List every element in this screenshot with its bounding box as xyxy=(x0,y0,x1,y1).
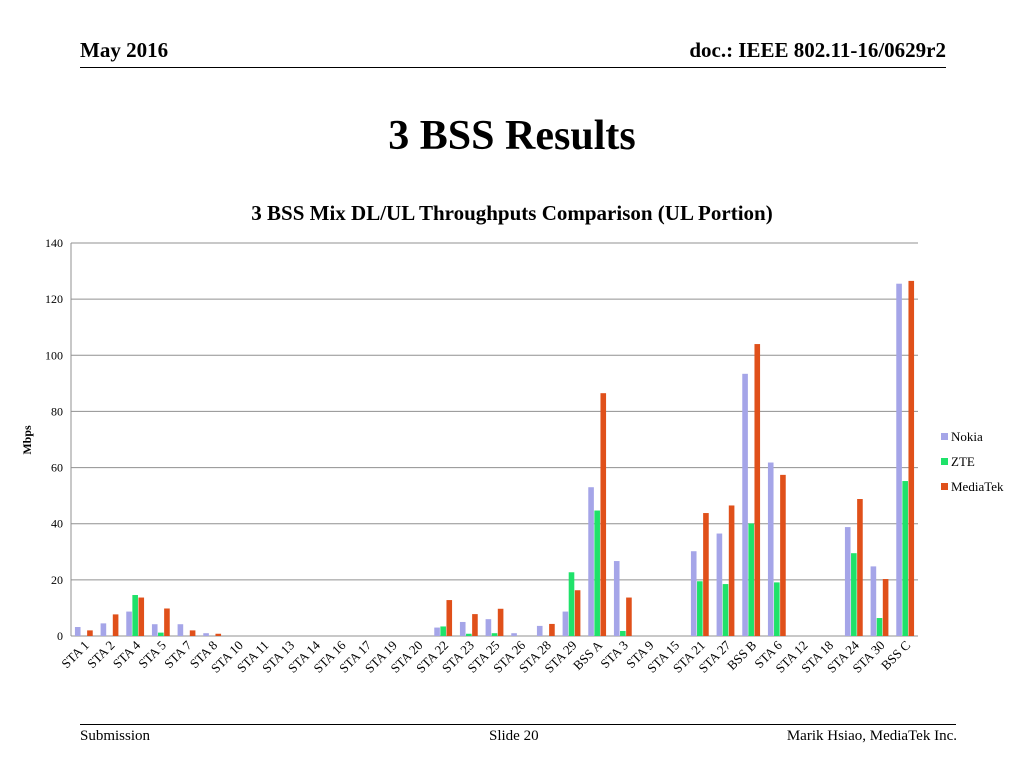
bar-nokia xyxy=(742,373,748,636)
bar-nokia xyxy=(203,633,209,636)
bar-nokia xyxy=(74,627,81,636)
footer-submission: Submission xyxy=(80,728,151,744)
bar-nokia xyxy=(562,611,569,636)
bar-mediatek xyxy=(857,499,863,636)
bar-mediatek xyxy=(728,505,735,636)
x-tick-label: STA 4 xyxy=(110,637,144,671)
bar-mediatek xyxy=(189,630,196,636)
bar-zte xyxy=(902,481,908,636)
bar-nokia xyxy=(844,527,851,636)
header-doc-id: doc.: IEEE 802.11-16/0629r2 xyxy=(689,38,946,62)
bar-mediatek xyxy=(497,608,504,636)
bar-nokia xyxy=(126,611,132,636)
bar-zte xyxy=(132,595,138,636)
bar-nokia xyxy=(177,624,184,636)
header-rule xyxy=(80,67,946,68)
bar-mediatek xyxy=(882,579,889,636)
bar-mediatek xyxy=(703,513,709,636)
bar-zte xyxy=(748,523,754,636)
y-tick-label: 120 xyxy=(45,292,63,306)
footer-rule xyxy=(80,724,956,725)
y-tick-label: 60 xyxy=(51,461,63,475)
bar-zte xyxy=(594,510,600,636)
bar-zte xyxy=(440,626,446,636)
bar-zte xyxy=(774,582,780,636)
bar-zte xyxy=(876,618,883,636)
bar-mediatek xyxy=(87,630,93,636)
bar-mediatek xyxy=(780,474,786,636)
x-tick-label: BSS A xyxy=(570,637,606,673)
legend-label: MediaTek xyxy=(951,479,1004,494)
y-tick-label: 0 xyxy=(57,629,63,643)
bar-mediatek xyxy=(908,280,915,636)
bar-nokia xyxy=(459,621,466,636)
x-tick-label: BSS C xyxy=(878,638,913,673)
y-tick-label: 40 xyxy=(51,517,63,531)
legend-swatch xyxy=(941,458,948,465)
bar-nokia xyxy=(151,624,158,636)
bar-nokia xyxy=(485,619,492,636)
bar-zte xyxy=(568,572,575,636)
bar-mediatek xyxy=(549,623,555,636)
x-tick-label: BSS B xyxy=(724,637,760,673)
bar-zte xyxy=(491,633,498,636)
bar-mediatek xyxy=(574,590,581,636)
x-tick-label: STA 1 xyxy=(58,638,92,672)
bar-nokia xyxy=(511,633,517,636)
y-tick-label: 100 xyxy=(45,348,63,362)
y-tick-label: 80 xyxy=(51,404,63,418)
bar-zte xyxy=(466,633,472,636)
legend-label: Nokia xyxy=(951,429,983,444)
y-axis-label: Mbps xyxy=(20,425,34,455)
slide-title: 3 BSS Results xyxy=(388,113,636,159)
bar-zte xyxy=(697,581,703,636)
bar-zte xyxy=(851,553,857,636)
bar-nokia xyxy=(613,561,620,636)
x-tick-label: STA 7 xyxy=(161,637,195,671)
bar-mediatek xyxy=(215,633,222,636)
bar-mediatek xyxy=(446,600,453,636)
legend-swatch xyxy=(941,433,948,440)
legend: Nokia ZTE MediaTek xyxy=(941,429,1004,494)
bar-nokia xyxy=(767,462,774,636)
bar-nokia xyxy=(870,566,877,636)
bar-nokia xyxy=(896,283,902,636)
legend-label: ZTE xyxy=(951,454,975,469)
bar-nokia xyxy=(536,625,543,636)
chart-title: 3 BSS Mix DL/UL Throughputs Comparison (… xyxy=(251,201,772,225)
x-tick-label: STA 2 xyxy=(84,638,118,672)
legend-swatch xyxy=(941,483,948,490)
bar-mediatek xyxy=(112,614,119,636)
bar-nokia xyxy=(100,623,107,636)
header-date: May 2016 xyxy=(80,38,169,62)
bar-mediatek xyxy=(164,608,170,636)
bar-mediatek xyxy=(626,597,632,636)
x-tick-label: STA 5 xyxy=(135,638,169,672)
bar-mediatek xyxy=(472,614,478,636)
x-tick-label: STA 3 xyxy=(597,638,631,672)
grid-layer: 0 20 40 60 80 100 120 140 xyxy=(45,236,918,643)
footer-slide-number: Slide 20 xyxy=(489,728,539,744)
bar-zte xyxy=(620,630,626,636)
bar-nokia xyxy=(588,487,594,636)
footer-author: Marik Hsiao, MediaTek Inc. xyxy=(786,728,957,744)
bars-layer xyxy=(74,280,915,636)
bar-nokia xyxy=(716,533,723,636)
bar-mediatek xyxy=(138,597,145,636)
y-tick-label: 20 xyxy=(51,573,63,587)
bar-mediatek xyxy=(600,393,607,636)
bar-nokia xyxy=(690,551,697,636)
bar-zte xyxy=(722,584,729,636)
bar-nokia xyxy=(434,627,440,636)
y-tick-label: 140 xyxy=(45,236,63,250)
bar-zte xyxy=(158,632,164,636)
bar-mediatek xyxy=(754,344,761,636)
